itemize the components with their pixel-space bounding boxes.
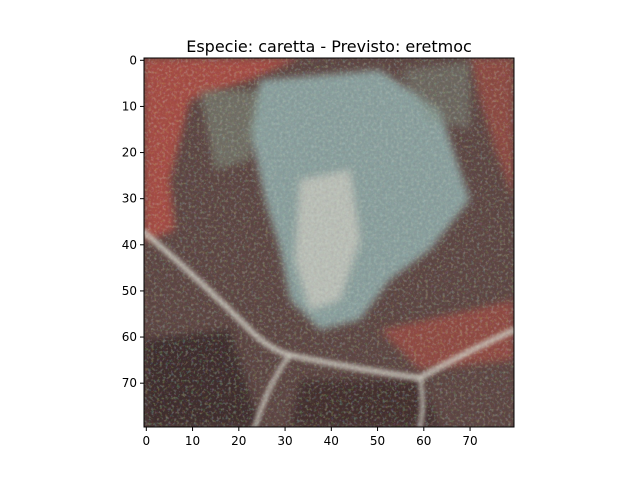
y-tick-label: 20 <box>122 146 137 160</box>
y-tick-label: 0 <box>129 53 137 67</box>
y-tick-label: 50 <box>122 284 137 298</box>
chart-title: Especie: caretta - Previsto: eretmoc <box>186 37 472 56</box>
green-grey-patch <box>200 90 260 170</box>
x-tick-label: 60 <box>416 434 431 448</box>
x-tick-label: 70 <box>462 434 477 448</box>
linear-feature-branch-right <box>417 375 425 427</box>
linear-feature-branch <box>252 352 293 427</box>
red-region-lower <box>380 300 514 370</box>
red-region-left <box>144 58 300 240</box>
x-tick-label: 40 <box>324 434 339 448</box>
x-tick-label: 0 <box>142 434 150 448</box>
y-tick-label: 70 <box>122 376 137 390</box>
green-grey-patch-right <box>400 62 470 130</box>
heatmap-image <box>144 58 514 427</box>
y-tick-label: 10 <box>122 99 137 113</box>
y-tick-label: 30 <box>122 192 137 206</box>
x-tick-label: 20 <box>231 434 246 448</box>
axes-frame <box>143 57 515 428</box>
dark-region-bottom <box>290 380 440 427</box>
pale-core <box>295 170 360 310</box>
y-tick-label: 60 <box>122 330 137 344</box>
y-tick-label: 40 <box>122 238 137 252</box>
red-region-right <box>470 58 514 200</box>
x-axis-ticks: 0 10 20 30 40 50 60 70 <box>142 427 478 448</box>
x-tick-label: 10 <box>185 434 200 448</box>
x-tick-label: 50 <box>370 434 385 448</box>
dark-region-lower-left <box>144 330 260 427</box>
x-tick-label: 30 <box>277 434 292 448</box>
y-axis-ticks: 0 10 20 30 40 50 60 70 <box>122 53 144 390</box>
